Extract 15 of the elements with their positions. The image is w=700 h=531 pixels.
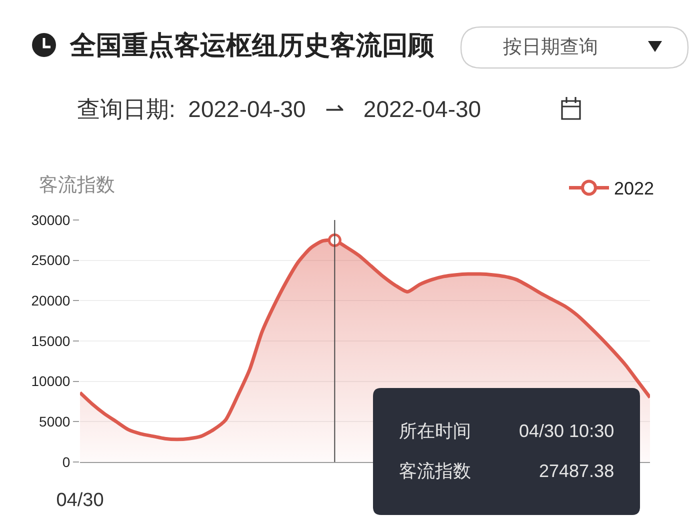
y-tick-label: 20000: [31, 292, 70, 309]
y-axis-title: 客流指数: [39, 174, 115, 196]
text: 客流指数 27487.38: [399, 461, 614, 481]
y-tick-label: 0: [62, 454, 70, 470]
y-tick-label: 15000: [31, 332, 70, 349]
text: 所在时间 04/30 10:30: [399, 421, 614, 441]
y-tick-label: 30000: [31, 212, 70, 228]
y-tick-label: 25000: [31, 252, 70, 268]
y-tick-label: 10000: [31, 373, 70, 390]
chart-subtitle: 查询日期: 2022-04-30 ⇀ 2022-04-30: [77, 96, 482, 122]
text: 按日期查询: [503, 37, 598, 58]
x-tick-label: 04/30: [56, 490, 104, 511]
chart-title: 全国重点客运枢纽历史客流回顾: [69, 30, 435, 60]
legend-label: 2022: [614, 178, 654, 199]
y-tick-label: 5000: [39, 414, 70, 430]
